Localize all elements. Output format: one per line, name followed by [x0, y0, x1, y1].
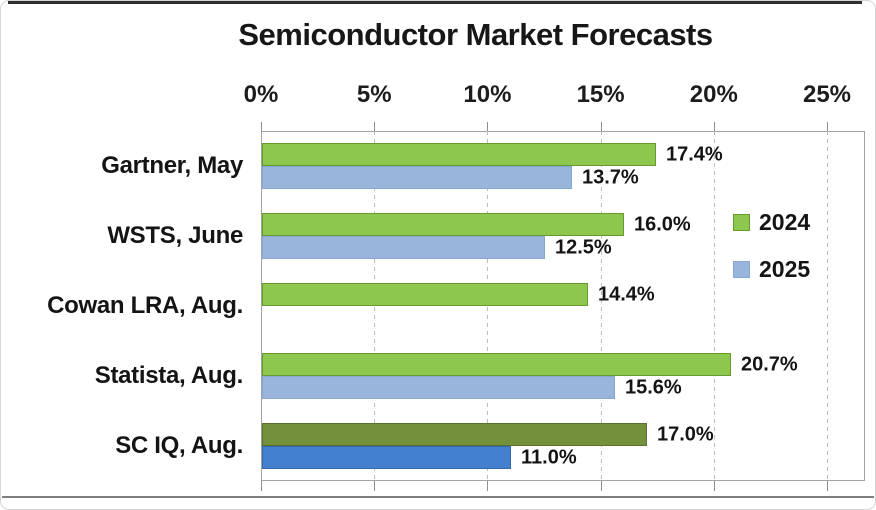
- plot-area: [261, 131, 865, 481]
- bar-value-label: 11.0%: [521, 446, 577, 468]
- bar-value-label: 17.0%: [657, 423, 714, 445]
- chart-title: Semiconductor Market Forecasts: [238, 17, 713, 52]
- category-label: WSTS, June: [107, 222, 243, 249]
- category-label: Cowan LRA, Aug.: [47, 292, 243, 319]
- x-axis-tick-mark-bottom: [261, 481, 262, 491]
- x-axis-tick-mark: [827, 122, 828, 131]
- x-axis-tick-label: 15%: [576, 81, 625, 108]
- category-label: Gartner, May: [101, 152, 243, 179]
- gridline: [713, 131, 715, 481]
- legend-swatch-2024: [733, 213, 750, 231]
- gridline: [374, 131, 376, 481]
- x-axis-tick-label: 25%: [802, 81, 852, 108]
- gridline: [487, 131, 489, 481]
- bar-2024: [262, 353, 731, 376]
- bar-2025: [262, 236, 545, 259]
- x-axis-tick-mark-bottom: [713, 481, 715, 491]
- slide-bottom-edge-line: [2, 496, 874, 498]
- x-axis-tick-mark-bottom: [600, 481, 602, 491]
- bar-value-label: 13.7%: [582, 166, 639, 188]
- category-label: SC IQ, Aug.: [115, 432, 243, 459]
- bar-2025: [262, 166, 572, 189]
- x-axis-tick-mark-bottom: [487, 481, 489, 491]
- bar-value-label: 16.0%: [634, 213, 691, 235]
- slide-top-edge-line: [8, 1, 862, 4]
- x-axis-tick-label: 0%: [243, 81, 279, 108]
- bar-2024: [262, 423, 647, 446]
- category-label: Statista, Aug.: [94, 362, 244, 389]
- x-axis-tick-mark: [487, 122, 489, 131]
- gridline: [600, 131, 602, 481]
- x-axis-tick-mark: [374, 122, 376, 131]
- x-axis-tick-mark-bottom: [374, 481, 376, 491]
- legend-label: 2024: [759, 208, 811, 235]
- x-axis-tick-mark: [261, 122, 262, 131]
- bar-2025: [262, 446, 511, 469]
- gridline: [827, 131, 828, 481]
- bar-2024: [262, 283, 588, 306]
- legend-label: 2025: [759, 255, 811, 282]
- bar-value-label: 15.6%: [625, 376, 682, 398]
- x-axis-tick-mark: [600, 122, 602, 131]
- legend-item-2024: 2024: [733, 206, 810, 238]
- x-axis-tick-label: 20%: [689, 81, 738, 108]
- x-axis-tick-label: 5%: [356, 81, 392, 108]
- legend-item-2025: 2025: [733, 253, 810, 285]
- bar-2024: [262, 213, 624, 236]
- x-axis-tick-mark: [713, 122, 715, 131]
- bar-value-label: 14.4%: [598, 283, 655, 305]
- bar-value-label: 20.7%: [741, 353, 798, 375]
- bar-value-label: 17.4%: [666, 143, 723, 165]
- legend-swatch-2025: [733, 260, 750, 278]
- bar-2024: [262, 143, 656, 166]
- x-axis-tick-label: 10%: [463, 81, 512, 108]
- bar-value-label: 12.5%: [555, 236, 612, 258]
- bar-2025: [262, 376, 615, 399]
- x-axis-tick-mark-bottom: [827, 481, 828, 491]
